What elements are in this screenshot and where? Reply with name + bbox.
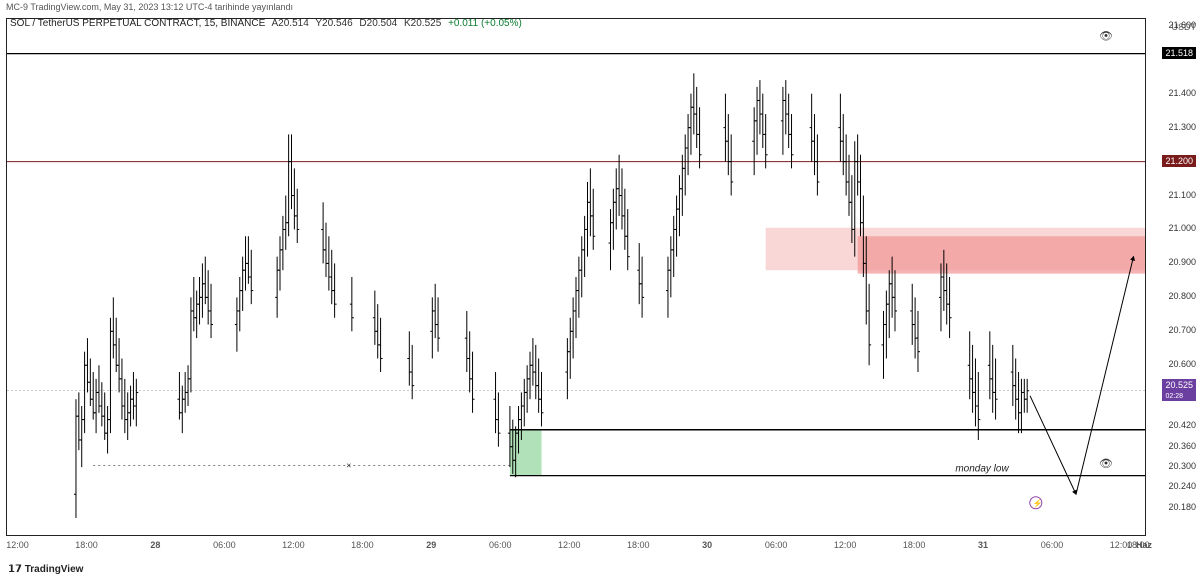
x-tick: 18:00 xyxy=(903,540,926,550)
y-tick: 20.420 xyxy=(1168,420,1196,430)
zone-red2 xyxy=(858,236,1145,273)
x-tick: Haz xyxy=(1136,540,1152,550)
monday-low-label: monday low xyxy=(955,464,1009,475)
y-tick: 20.800 xyxy=(1168,291,1196,301)
y-tick: 20.600 xyxy=(1168,359,1196,369)
x-marker: × xyxy=(346,460,351,470)
x-tick: 06:00 xyxy=(1041,540,1064,550)
tradingview-logo: 𝟭𝟳 TradingView xyxy=(8,564,83,575)
x-tick: 18:00 xyxy=(75,540,98,550)
x-tick: 18:00 xyxy=(627,540,650,550)
publish-header: MC-9 TradingView.com, May 31, 2023 13:12… xyxy=(0,0,1200,18)
x-tick: 28 xyxy=(150,540,160,550)
y-tick: 21.300 xyxy=(1168,122,1196,132)
zone-green xyxy=(510,430,542,476)
y-tick: 20.180 xyxy=(1168,502,1196,512)
y-tick: 20.240 xyxy=(1168,481,1196,491)
x-tick: 12:00 xyxy=(282,540,305,550)
x-axis: 12:00 18:00 28 06:00 12:00 18:00 29 06:00 12:00 1… xyxy=(6,538,1146,554)
y-tick: 20.52502:28 xyxy=(1162,379,1196,401)
x-tick: 12:00 xyxy=(834,540,857,550)
y-tick: 20.360 xyxy=(1168,441,1196,451)
y-tick: 20.900 xyxy=(1168,257,1196,267)
y-tick: 21.518 xyxy=(1162,47,1196,59)
x-tick: 30 xyxy=(702,540,712,550)
y-axis: USDT 21.60021.51821.40021.30021.20021.10… xyxy=(1152,18,1200,536)
y-tick: 20.700 xyxy=(1168,325,1196,335)
y-tick: 21.600 xyxy=(1168,20,1196,30)
y-tick: 21.000 xyxy=(1168,223,1196,233)
x-tick: 06:00 xyxy=(489,540,512,550)
x-tick: 06:00 xyxy=(765,540,788,550)
chart-plot[interactable]: × monday low 👁 👁 ⚡ xyxy=(6,18,1146,536)
projection-leg xyxy=(1030,396,1076,494)
x-tick: 31 xyxy=(978,540,988,550)
x-tick: 06:00 xyxy=(213,540,236,550)
eye-icon: 👁 xyxy=(1099,458,1113,470)
x-tick: 18:00 xyxy=(351,540,374,550)
y-tick: 21.400 xyxy=(1168,88,1196,98)
y-tick: 21.100 xyxy=(1168,190,1196,200)
x-tick: 12:00 xyxy=(558,540,581,550)
chart-svg: × monday low 👁 👁 ⚡ xyxy=(7,19,1145,535)
eye-icon: 👁 xyxy=(1099,30,1113,42)
x-tick: 12:00 xyxy=(6,540,29,550)
svg-text:⚡: ⚡ xyxy=(1033,498,1043,508)
x-tick: 29 xyxy=(426,540,436,550)
y-tick: 20.300 xyxy=(1168,461,1196,471)
y-tick: 21.200 xyxy=(1162,155,1196,167)
